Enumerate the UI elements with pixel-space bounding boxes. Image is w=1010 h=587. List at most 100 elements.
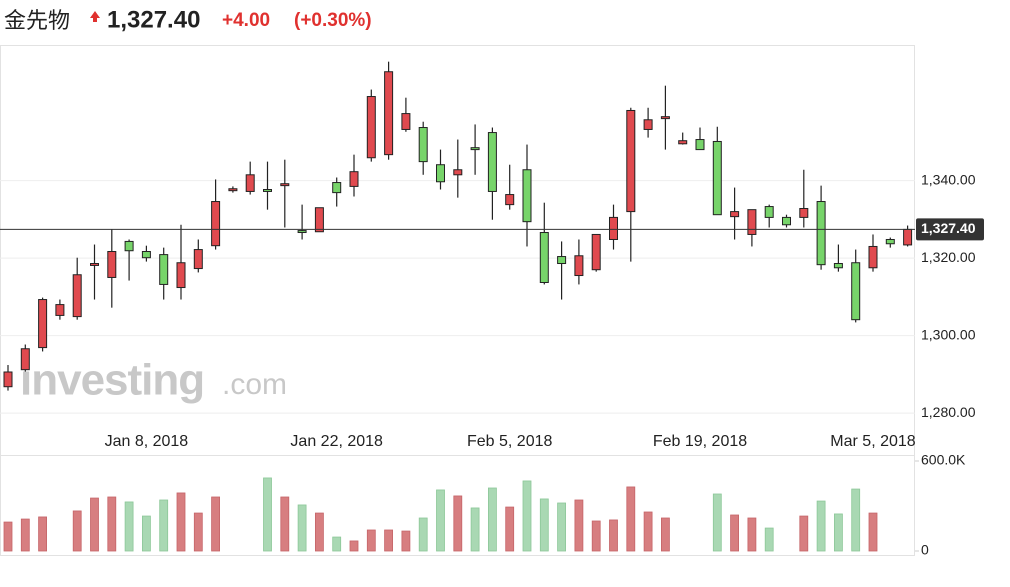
candle-body	[643, 119, 653, 130]
candle-body	[764, 206, 774, 218]
candle-body	[297, 230, 307, 234]
volume-bar	[349, 540, 359, 552]
volume-bar	[280, 496, 290, 552]
candle-body	[453, 169, 463, 176]
volume-bar	[141, 515, 151, 552]
volume-bar	[107, 496, 117, 552]
candle-body	[332, 182, 342, 194]
candle-body	[868, 245, 878, 269]
candle-body	[280, 183, 290, 187]
last-price-box	[916, 218, 984, 241]
candle-body	[193, 249, 203, 270]
candle-body	[833, 263, 843, 269]
volume-bar	[3, 521, 13, 552]
x-tick-label: Jan 22, 2018	[290, 433, 383, 450]
x-tick-label: Feb 19, 2018	[653, 433, 747, 450]
candle-body	[176, 262, 186, 289]
candle-body	[557, 256, 567, 265]
y-tick-label: 1,340.00	[921, 171, 976, 187]
volume-bar	[20, 518, 30, 552]
candle-body	[38, 299, 48, 349]
volume-bar	[366, 529, 376, 552]
x-tick-label: Feb 5, 2018	[467, 433, 553, 450]
candle-body	[211, 201, 221, 247]
last-price: 1,327.40	[107, 6, 200, 33]
watermark-brand: investing	[20, 356, 204, 405]
volume-bar	[626, 486, 636, 552]
volume-bar	[176, 492, 186, 552]
volume-bar	[124, 501, 134, 552]
candle-body	[418, 127, 428, 163]
candle-body	[314, 207, 324, 233]
candle-body	[885, 238, 895, 245]
volume-bar	[851, 488, 861, 552]
volume-bar	[470, 507, 480, 552]
price-change: +4.00	[222, 10, 270, 31]
candle-body	[539, 232, 549, 283]
x-tick-label: Jan 8, 2018	[105, 433, 189, 450]
y2-tick-label: 600.0K	[921, 452, 966, 468]
candle-body	[470, 147, 480, 151]
candle-body	[816, 201, 826, 266]
volume-bar	[574, 499, 584, 552]
volume-bar	[297, 504, 307, 552]
x-tick-label: Mar 5, 2018	[830, 433, 915, 450]
candle-body	[3, 371, 13, 388]
candle-body	[609, 216, 618, 240]
y-tick-label: 1,300.00	[921, 326, 976, 342]
candle-body	[747, 209, 757, 235]
volume-bar	[643, 511, 653, 552]
volume-bar	[193, 512, 203, 552]
candle-body	[574, 255, 584, 277]
candle-body	[159, 254, 169, 285]
price-change-percent: (+0.30%)	[294, 10, 372, 31]
volume-bar	[868, 512, 878, 552]
volume-bar	[384, 529, 394, 552]
candle-body	[401, 113, 411, 130]
volume-bar	[522, 480, 532, 552]
volume-bar	[72, 510, 82, 552]
candle-body	[505, 194, 515, 206]
candle-body	[487, 132, 497, 192]
volume-bar	[159, 499, 169, 552]
candle-body	[55, 304, 65, 316]
volume-bar	[505, 506, 515, 552]
volume-bar	[436, 489, 445, 552]
candle-body	[263, 189, 272, 192]
watermark-suffix: .com	[222, 368, 287, 401]
volume-bar	[816, 500, 826, 552]
volume-bar	[609, 519, 618, 552]
y-tick-label: 1,280.00	[921, 404, 976, 420]
volume-bar	[764, 527, 774, 552]
candle-body	[245, 174, 255, 192]
candle-body	[782, 216, 791, 226]
candle-body	[712, 140, 722, 216]
volume-bar	[38, 516, 47, 552]
volume-bar	[661, 517, 670, 552]
candle-body	[730, 211, 740, 218]
candle-body	[851, 262, 861, 321]
volume-bar	[314, 512, 324, 552]
volume-bar	[487, 487, 497, 552]
volume-bar	[332, 536, 342, 552]
volume-bar	[401, 530, 411, 552]
volume-bar	[90, 497, 99, 552]
candle-body	[903, 228, 913, 246]
candle-body	[436, 164, 445, 183]
candle-body	[141, 251, 151, 259]
volume-bar	[418, 517, 428, 552]
last-price-axis-label: 1,327.40	[921, 220, 976, 236]
y2-tick-label: 0	[921, 542, 929, 558]
candle-body	[660, 116, 670, 120]
candle-body	[228, 188, 238, 192]
volume-bar	[834, 513, 843, 552]
candle-body	[124, 240, 134, 252]
candle-body	[20, 348, 30, 371]
instrument-title: 金先物	[4, 8, 70, 33]
volume-bar	[453, 495, 463, 552]
volume-bar	[747, 517, 757, 552]
volume-bar	[263, 477, 272, 552]
up-arrow-icon	[90, 11, 100, 22]
